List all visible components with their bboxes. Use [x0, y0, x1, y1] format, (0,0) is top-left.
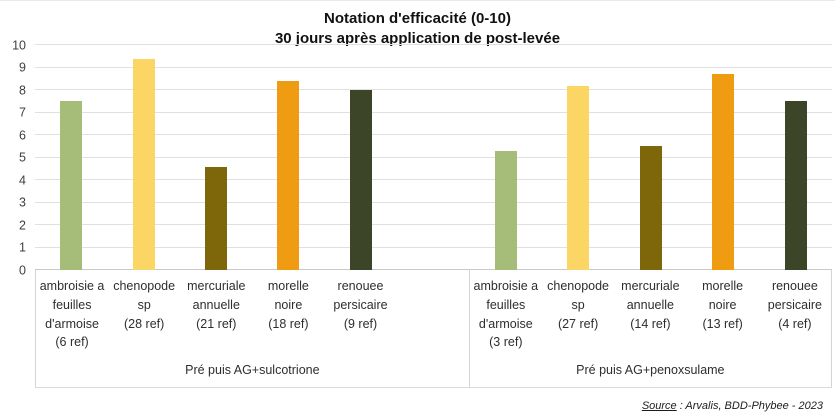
gridline [35, 201, 832, 203]
species-name: renouee persicaire [333, 279, 388, 312]
category-section-penoxsulame: ambroisie a feuilles d'armoise (3 ref) che… [468, 270, 832, 387]
bar-slot [35, 45, 107, 270]
bar [132, 58, 155, 270]
gridline [35, 44, 832, 45]
species-ref-count: (21 ref) [196, 316, 237, 331]
bar-slot [614, 45, 687, 270]
bar [60, 101, 83, 270]
species-ref-count: (28 ref) [124, 316, 165, 331]
species-name: mercuriale annuelle [621, 279, 680, 312]
gridline [35, 66, 832, 68]
bar-slot [469, 45, 542, 270]
y-tick-label: 7 [19, 105, 26, 120]
bar [349, 90, 372, 270]
gridline [35, 179, 832, 180]
species-name: chenopode sp [547, 279, 610, 312]
gridline [35, 156, 832, 158]
species-label: mercuriale annuelle (21 ref) [180, 277, 252, 360]
y-tick-label: 0 [19, 262, 26, 277]
species-label: ambroisie a feuilles d'armoise (6 ref) [36, 277, 108, 360]
species-label: renouee persicaire (9 ref) [324, 277, 396, 360]
species-ref-count: (6 ref) [55, 335, 89, 350]
species-ref-count: (9 ref) [343, 316, 378, 331]
species-label: mercuriale annuelle (14 ref) [614, 277, 686, 360]
y-tick-label: 3 [19, 195, 26, 210]
species-ref-count: (13 ref) [702, 316, 743, 331]
source-note: Source : Arvalis, BDD-Phybee - 2023 [642, 400, 823, 412]
species-label: morelle noire (13 ref) [686, 277, 758, 360]
chart-title-block: Notation d'efficacité (0-10) 30 jours ap… [0, 1, 835, 47]
bar [494, 150, 517, 270]
species-name: mercuriale annuelle [187, 279, 246, 312]
source-text: : Arvalis, BDD-Phybee - 2023 [676, 400, 823, 412]
species-name: ambroisie a feuilles d'armoise [39, 279, 105, 331]
species-name: morelle noire [267, 279, 309, 312]
category-axis: ambroisie a feuilles d'armoise (6 ref) che… [35, 270, 832, 388]
chart-subtitle: 30 jours après application de post-levée [274, 29, 561, 47]
species-name: ambroisie a feuilles d'armoise [473, 279, 539, 331]
y-axis: 0 1 2 3 4 5 6 7 8 9 10 [0, 39, 35, 276]
bar [639, 146, 662, 270]
bar [277, 81, 300, 270]
bar-slot [180, 45, 252, 270]
gridline [35, 224, 832, 225]
bar [784, 101, 807, 270]
gridline [35, 134, 832, 135]
gridline [35, 89, 832, 90]
plot-area [35, 44, 832, 270]
y-tick-label: 8 [19, 82, 26, 97]
group-label-penoxsulame: Pré puis AG+penoxsulame [576, 363, 725, 377]
species-label: renouee persicaire (4 ref) [759, 277, 831, 360]
y-tick-label: 6 [19, 127, 26, 142]
bar-slot [687, 45, 760, 270]
y-tick-label: 9 [19, 60, 26, 75]
bar-slot [542, 45, 615, 270]
y-tick-label: 10 [12, 37, 26, 52]
species-name: chenopode sp [113, 279, 176, 312]
gridline [35, 246, 832, 248]
bar-slot [759, 45, 832, 270]
bar-slot [325, 45, 397, 270]
group-label-sulcotrione: Pré puis AG+sulcotrione [185, 363, 320, 377]
species-label-empty [397, 277, 469, 360]
y-tick-label: 4 [19, 172, 26, 187]
y-tick-label: 2 [19, 217, 26, 232]
gridline [35, 111, 832, 113]
bar [204, 166, 227, 270]
species-label: morelle noire (18 ref) [252, 277, 324, 360]
species-ref-count: (27 ref) [557, 316, 599, 331]
source-word: Source [641, 400, 677, 412]
bar [567, 85, 590, 270]
gridline [35, 269, 832, 270]
species-ref-count: (3 ref) [489, 335, 523, 350]
species-ref-count: (14 ref) [630, 316, 671, 331]
bar-groups [35, 45, 832, 270]
bar-slot [107, 45, 179, 270]
species-ref-count: (18 ref) [268, 316, 309, 331]
bar-slot-empty [397, 45, 469, 270]
bar-group-sulcotrione [35, 45, 469, 270]
species-label: chenopode sp (28 ref) [108, 277, 180, 360]
chart-title: Notation d'efficacité (0-10) [324, 10, 511, 27]
category-section-sulcotrione: ambroisie a feuilles d'armoise (6 ref) che… [35, 270, 469, 387]
species-name: morelle noire [702, 279, 744, 312]
species-label: ambroisie a feuilles d'armoise (3 ref) [470, 277, 542, 360]
species-name: renouee persicaire [767, 279, 822, 312]
bar [712, 74, 735, 270]
bar-slot [252, 45, 324, 270]
y-tick-label: 1 [19, 240, 26, 255]
y-tick-label: 5 [19, 150, 26, 165]
species-ref-count: (4 ref) [778, 316, 812, 331]
species-labels-row: ambroisie a feuilles d'armoise (6 ref) che… [36, 270, 469, 360]
species-labels-row: ambroisie a feuilles d'armoise (3 ref) che… [470, 270, 831, 360]
species-label: chenopode sp (27 ref) [542, 277, 614, 360]
plot-wrap: 0 1 2 3 4 5 6 7 8 9 10 [0, 39, 835, 276]
bar-group-penoxsulame [469, 45, 832, 270]
